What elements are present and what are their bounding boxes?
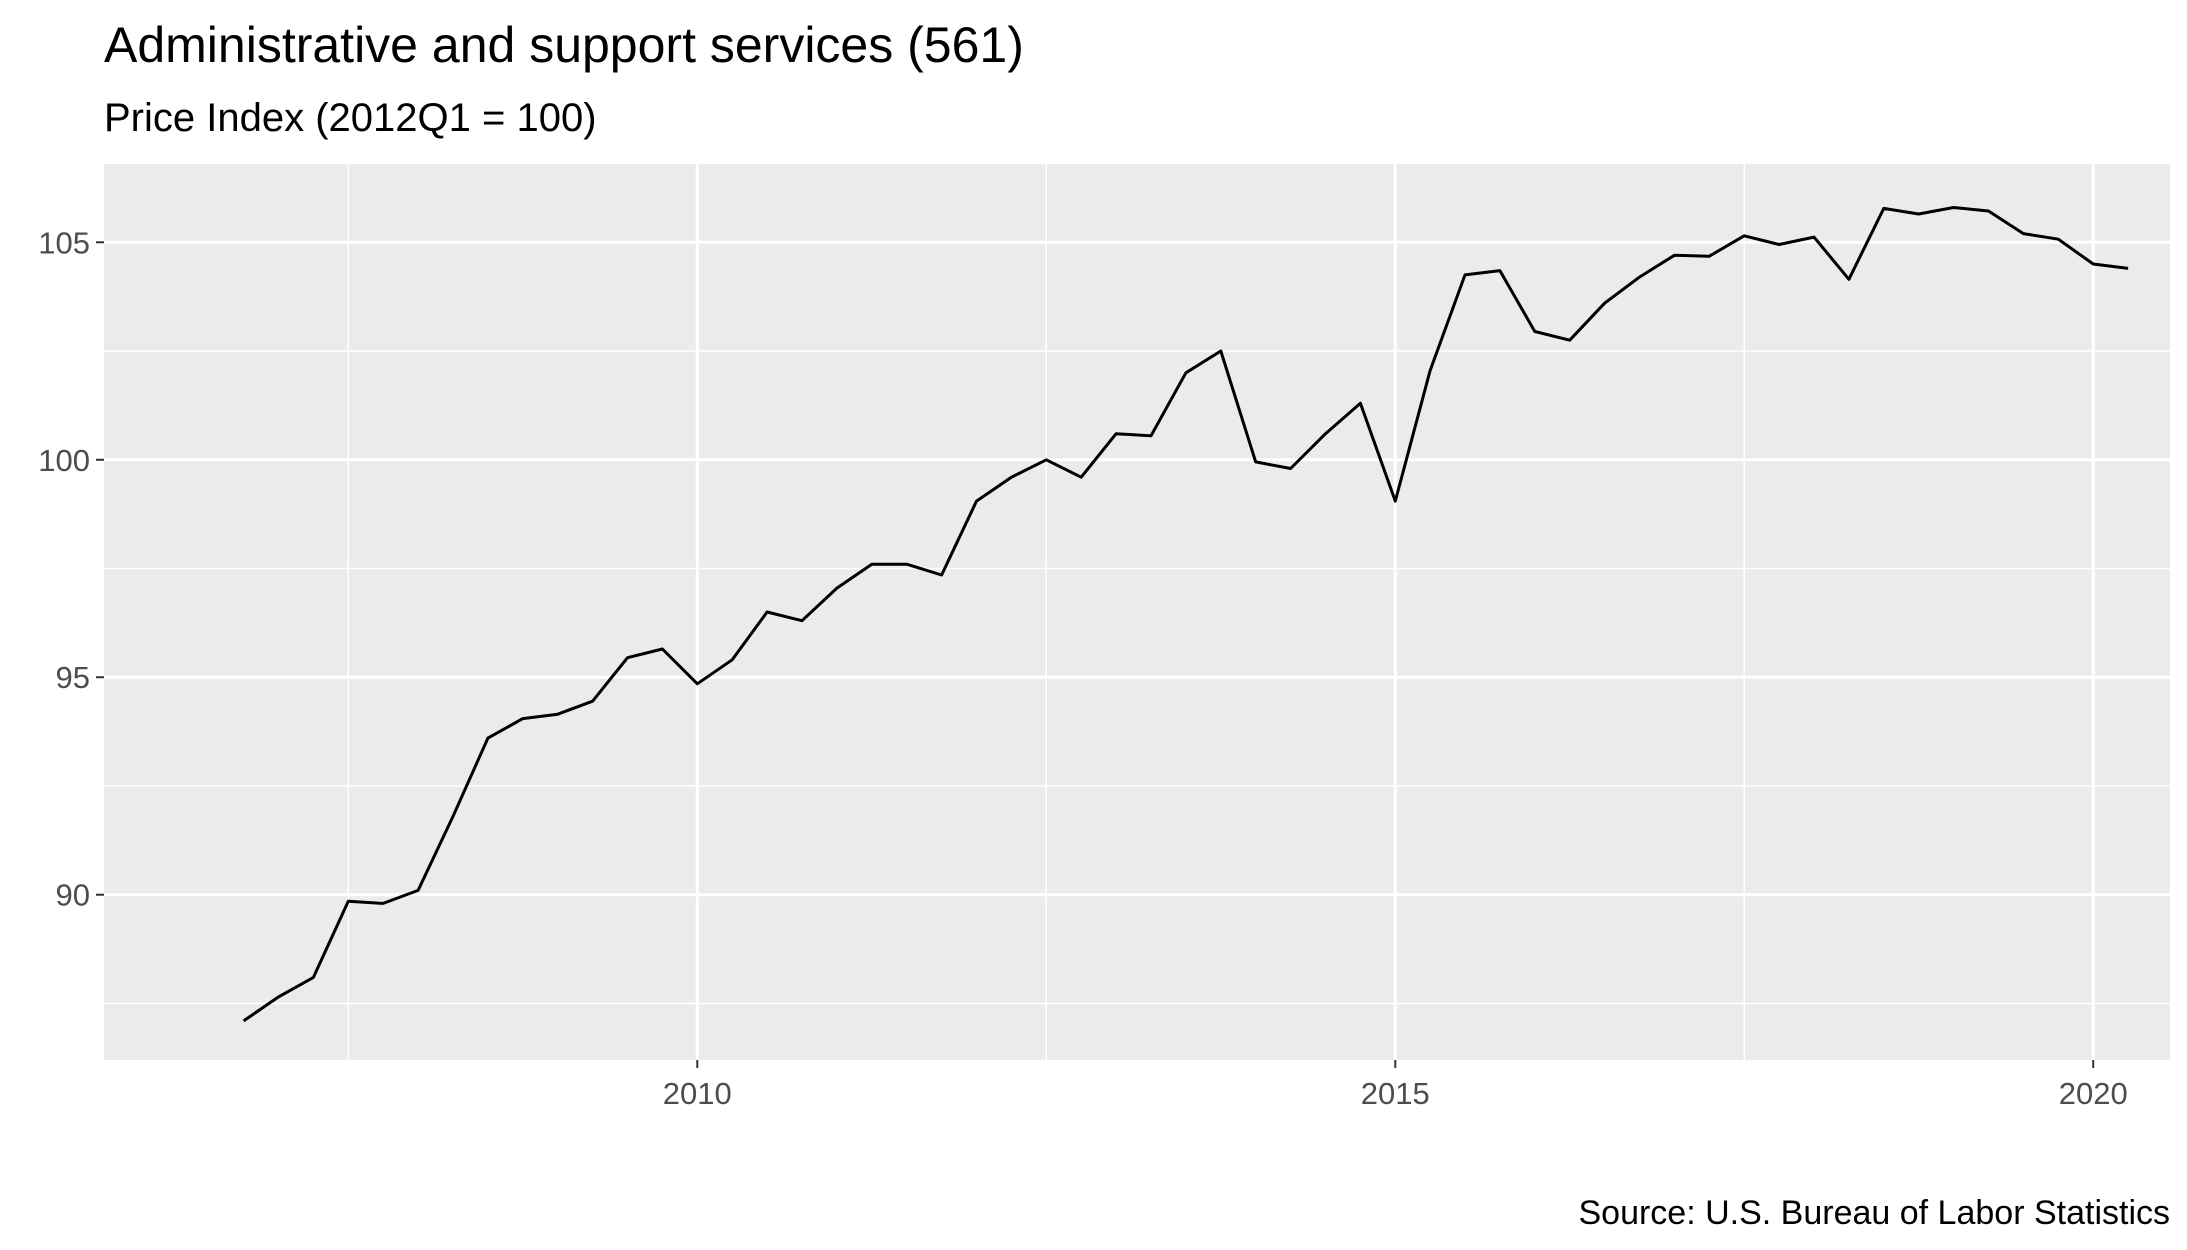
chart-subtitle: Price Index (2012Q1 = 100) — [104, 96, 597, 140]
chart-title: Administrative and support services (561… — [104, 17, 1024, 73]
x-tick-label: 2020 — [2059, 1076, 2128, 1111]
source-caption: Source: U.S. Bureau of Labor Statistics — [1578, 1194, 2170, 1232]
price-index-line — [242, 206, 2129, 1023]
y-tick-label: 100 — [38, 443, 90, 478]
y-tick-label: 105 — [38, 225, 90, 260]
x-tick-label: 2010 — [663, 1076, 732, 1111]
panel-background — [104, 164, 2170, 1060]
y-tick-label: 95 — [56, 660, 90, 695]
y-tick-label: 90 — [56, 878, 90, 913]
x-tick-label: 2015 — [1361, 1076, 1430, 1111]
plot-area: 2010 2015 2020 90 95 100 105 — [38, 164, 2170, 1111]
